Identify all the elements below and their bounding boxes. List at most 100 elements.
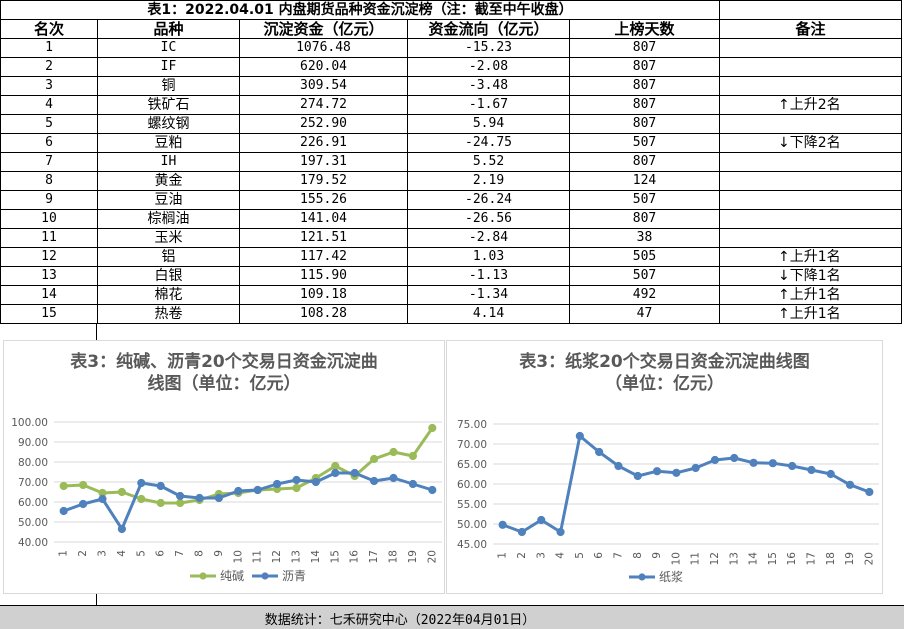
cell-name[interactable]: 豆油 [97,190,240,210]
chart-pulp[interactable]: 表3：纸浆20个交易日资金沉淀曲线图 （单位：亿元） 45.00 50.00 55.… [446,340,883,594]
cell-name[interactable]: 豆粕 [97,133,240,153]
cell-name[interactable]: 铜 [97,76,240,96]
cell-flow[interactable]: 4.14 [407,304,570,324]
cell-rank[interactable]: 11 [0,228,98,248]
cell-note[interactable] [719,114,902,134]
data-point [350,468,359,478]
cell-days[interactable]: 507 [569,133,720,153]
cell-flow[interactable]: -15.23 [407,38,570,58]
column-header: 备注 [719,19,902,39]
cell-fund[interactable]: 155.26 [239,190,408,210]
cell-fund[interactable]: 108.28 [239,304,408,324]
cell-name[interactable]: 黄金 [97,171,240,191]
cell-days[interactable]: 507 [569,190,720,210]
cell-rank[interactable]: 15 [0,304,98,324]
cell-note[interactable]: ↑上升2名 [719,95,902,115]
cell-rank[interactable]: 14 [0,285,98,305]
cell-days[interactable]: 492 [569,285,720,305]
cell-fund[interactable]: 121.51 [239,228,408,248]
cell-name[interactable]: 棕榈油 [97,209,240,229]
cell-note[interactable]: ↑上升1名 [719,304,902,324]
x-tick-label: 18 [825,552,837,565]
cell-fund[interactable]: 117.42 [239,247,408,267]
chart-soda-asphalt[interactable]: 表3：纯碱、沥青20个交易日资金沉淀曲 线图（单位：亿元） 40.00 50.00… [3,340,445,594]
cell-fund[interactable]: 115.90 [239,266,408,286]
cell-note[interactable] [719,38,902,58]
cell-flow[interactable]: 5.94 [407,114,570,134]
cell-flow[interactable]: -26.56 [407,209,570,229]
cell-days[interactable]: 807 [569,114,720,134]
cell-days[interactable]: 807 [569,152,720,172]
cell-flow[interactable]: -1.13 [407,266,570,286]
cell-note[interactable] [719,228,902,248]
cell-name[interactable]: 棉花 [97,285,240,305]
cell-flow[interactable]: -3.48 [407,76,570,96]
cell-note[interactable] [719,209,902,229]
cell-days[interactable]: 807 [569,38,720,58]
cell-days[interactable]: 507 [569,266,720,286]
cell-flow[interactable]: -2.08 [407,57,570,77]
cell-fund[interactable]: 141.04 [239,209,408,229]
cell-fund[interactable]: 109.18 [239,285,408,305]
cell-rank[interactable]: 6 [0,133,98,153]
cell-note[interactable] [719,152,902,172]
cell-days[interactable]: 38 [569,228,720,248]
cell-name[interactable]: 铁矿石 [97,95,240,115]
cell-name[interactable]: IC [97,38,240,58]
cell-fund[interactable]: 179.52 [239,171,408,191]
cell-days[interactable]: 807 [569,209,720,229]
cell-flow[interactable]: -26.24 [407,190,570,210]
cell-fund[interactable]: 274.72 [239,95,408,115]
cell-fund[interactable]: 226.91 [239,133,408,153]
cell-days[interactable]: 807 [569,95,720,115]
cell-rank[interactable]: 7 [0,152,98,172]
cell-fund[interactable]: 620.04 [239,57,408,77]
cell-days[interactable]: 807 [569,57,720,77]
cell-days[interactable]: 124 [569,171,720,191]
cell-fund[interactable]: 252.90 [239,114,408,134]
cell-rank[interactable]: 1 [0,38,98,58]
cell-name[interactable]: 螺纹钢 [97,114,240,134]
cell-name[interactable]: 白银 [97,266,240,286]
cell-rank[interactable]: 2 [0,57,98,77]
cell-flow[interactable]: 2.19 [407,171,570,191]
cell-rank[interactable]: 5 [0,114,98,134]
cell-note[interactable]: ↓下降2名 [719,133,902,153]
cell-note[interactable] [719,171,902,191]
cell-name[interactable]: 玉米 [97,228,240,248]
cell-note[interactable] [719,76,902,96]
cell-flow[interactable]: -2.84 [407,228,570,248]
cell-rank[interactable]: 8 [0,171,98,191]
cell-rank[interactable]: 4 [0,95,98,115]
cell-note[interactable]: ↓下降1名 [719,266,902,286]
cell-flow[interactable]: -1.34 [407,285,570,305]
cell-rank[interactable]: 3 [0,76,98,96]
cell-flow[interactable]: 5.52 [407,152,570,172]
cell-rank[interactable]: 12 [0,247,98,267]
data-point [292,475,301,485]
cell-fund[interactable]: 1076.48 [239,38,408,58]
cell-rank[interactable]: 9 [0,190,98,210]
cell-fund[interactable]: 309.54 [239,76,408,96]
cell-note[interactable]: ↑上升1名 [719,247,902,267]
cell-rank[interactable]: 10 [0,209,98,229]
cell-days[interactable]: 807 [569,76,720,96]
cell-flow[interactable]: -1.67 [407,95,570,115]
cell-days[interactable]: 505 [569,247,720,267]
cell-flow[interactable]: -24.75 [407,133,570,153]
cell-note[interactable] [719,57,902,77]
cell-name[interactable]: IH [97,152,240,172]
table-row: 13 白银 115.90 -1.13 507 ↓下降1名 [0,266,902,286]
x-tick-label: 5 [574,552,586,559]
cell-name[interactable]: IF [97,57,240,77]
cell-fund[interactable]: 197.31 [239,152,408,172]
cell-days[interactable]: 47 [569,304,720,324]
table-row: 12 铝 117.42 1.03 505 ↑上升1名 [0,247,902,267]
cell-note[interactable]: ↑上升1名 [719,285,902,305]
cell-name[interactable]: 热卷 [97,304,240,324]
empty-cell[interactable] [719,0,902,20]
cell-name[interactable]: 铝 [97,247,240,267]
cell-rank[interactable]: 13 [0,266,98,286]
cell-note[interactable] [719,190,902,210]
cell-flow[interactable]: 1.03 [407,247,570,267]
